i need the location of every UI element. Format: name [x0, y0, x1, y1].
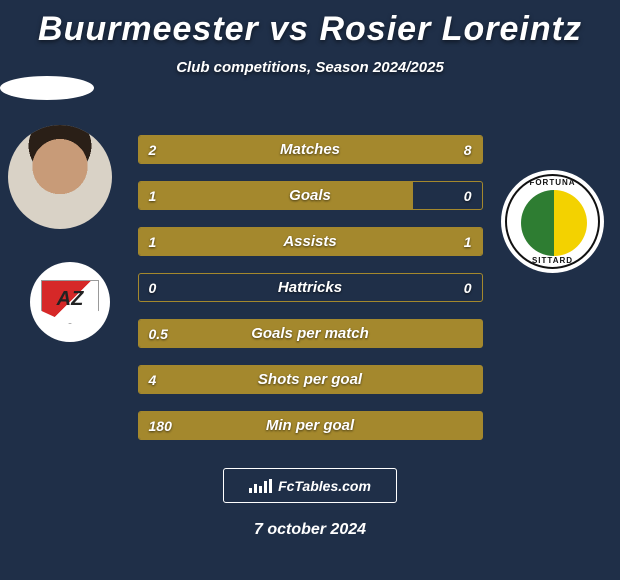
- stat-value-left: 180: [149, 418, 172, 434]
- bar-right: [207, 136, 481, 163]
- face-placeholder: [8, 125, 112, 229]
- stat-value-left: 4: [149, 372, 157, 388]
- club-right-badge: FORTUNA SITTARD: [501, 170, 604, 273]
- stat-label: Shots per goal: [258, 371, 362, 388]
- stat-row: 1 1 Assists: [138, 227, 483, 256]
- subtitle: Club competitions, Season 2024/2025: [0, 59, 620, 76]
- stat-label: Goals per match: [251, 325, 369, 342]
- stat-row: 4 Shots per goal: [138, 365, 483, 394]
- stat-value-left: 0: [149, 280, 157, 296]
- stat-label: Min per goal: [266, 417, 354, 434]
- stat-value-right: 0: [464, 188, 472, 204]
- stat-value-right: 8: [464, 142, 472, 158]
- club-left-badge: AZ: [30, 262, 110, 342]
- date-label: 7 october 2024: [0, 521, 620, 539]
- stat-value-left: 1: [149, 234, 157, 250]
- player-right-avatar: [0, 76, 94, 100]
- brand-box: FcTables.com: [223, 468, 397, 503]
- brand-label: FcTables.com: [278, 478, 371, 494]
- stat-label: Goals: [289, 187, 331, 204]
- page-title: Buurmeester vs Rosier Loreintz: [0, 0, 620, 49]
- stat-value-left: 2: [149, 142, 157, 158]
- fortuna-badge-icon: FORTUNA SITTARD: [505, 174, 600, 269]
- stat-value-left: 0.5: [149, 326, 168, 342]
- stat-row: 0.5 Goals per match: [138, 319, 483, 348]
- player-left-avatar: [8, 125, 112, 229]
- stat-value-left: 1: [149, 188, 157, 204]
- stat-value-right: 0: [464, 280, 472, 296]
- stat-row: 2 8 Matches: [138, 135, 483, 164]
- az-badge-icon: AZ: [41, 280, 99, 324]
- stat-row: 1 0 Goals: [138, 181, 483, 210]
- stat-label: Assists: [283, 233, 336, 250]
- stat-label: Hattricks: [278, 279, 342, 296]
- bar-left: [139, 182, 413, 209]
- stat-value-right: 1: [464, 234, 472, 250]
- stat-label: Matches: [280, 141, 340, 158]
- stat-row: 0 0 Hattricks: [138, 273, 483, 302]
- chart-icon: [249, 479, 272, 493]
- stat-row: 180 Min per goal: [138, 411, 483, 440]
